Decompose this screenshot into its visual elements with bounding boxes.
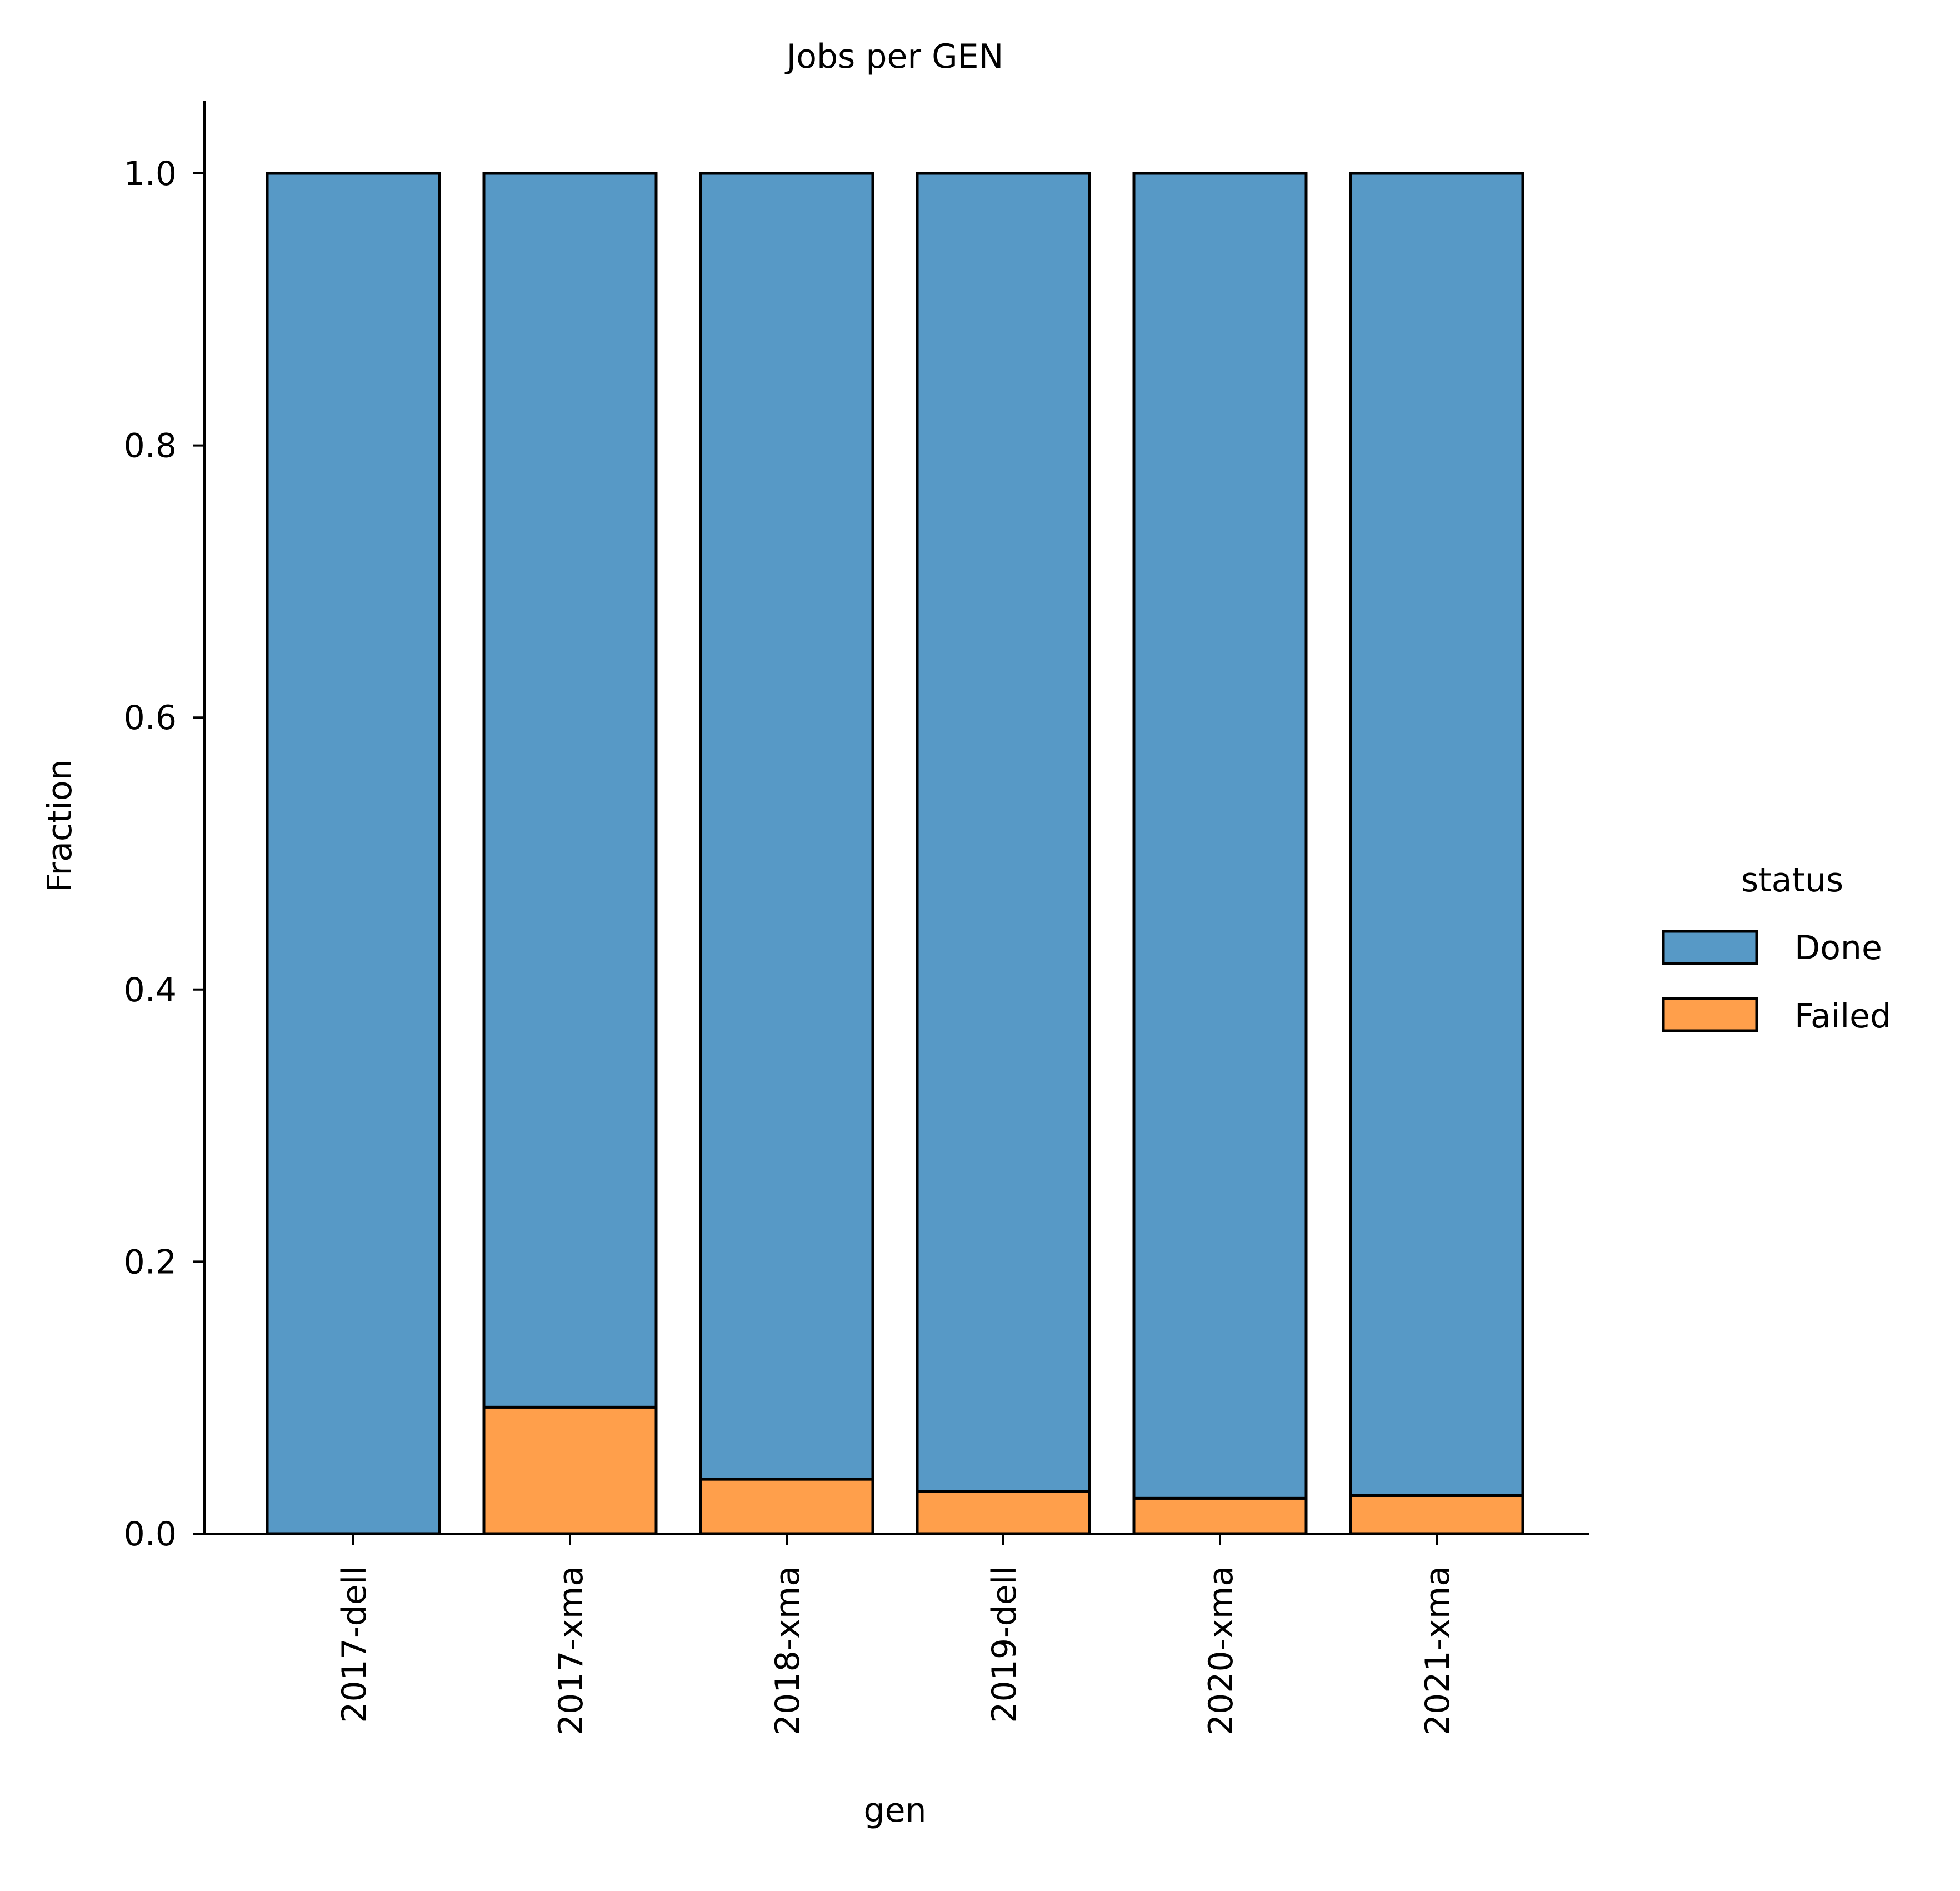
bar-done-2017-dell	[266, 172, 441, 1535]
legend-label-failed: Failed	[1794, 997, 1891, 1036]
y-tick-label: 0.4	[124, 971, 177, 1010]
x-tick-label: 2017-dell	[335, 1566, 374, 1723]
bar-failed-2018-xma	[699, 1478, 874, 1535]
x-tick-label: 2021-xma	[1418, 1566, 1457, 1735]
x-axis-label: gen	[863, 1791, 926, 1830]
bars-layer	[266, 172, 1524, 1535]
bar-failed-2020-xma	[1132, 1496, 1308, 1535]
legend-swatch-done	[1662, 930, 1758, 965]
y-axis: 0.0 0.2 0.4 0.6 0.8 1.0	[124, 154, 204, 1554]
legend-title: status	[1741, 861, 1843, 900]
x-tick-label: 2019-dell	[985, 1566, 1024, 1723]
x-tick-label: 2020-xma	[1202, 1566, 1241, 1735]
bar-failed-2019-dell	[916, 1490, 1091, 1535]
bar-done-2018-xma	[699, 172, 874, 1481]
bar-failed-2017-xma	[482, 1405, 658, 1535]
legend: status Done Failed	[1662, 861, 1891, 1036]
y-tick-label: 1.0	[124, 154, 177, 193]
chart-title: Jobs per GEN	[784, 37, 1004, 76]
bar-done-2020-xma	[1132, 172, 1308, 1500]
y-tick-label: 0.0	[124, 1515, 177, 1554]
bar-done-2017-xma	[482, 172, 658, 1409]
bar-failed-2021-xma	[1349, 1494, 1524, 1535]
x-tick-label: 2017-xma	[552, 1566, 591, 1735]
y-tick-label: 0.2	[124, 1243, 177, 1281]
bar-done-2019-dell	[916, 172, 1091, 1493]
y-tick-label: 0.6	[124, 698, 177, 737]
x-axis: 2017-dell 2017-xma 2018-xma 2019-dell 2020-x…	[335, 1534, 1457, 1735]
legend-label-done: Done	[1794, 929, 1882, 967]
y-axis-label: Fraction	[41, 759, 79, 892]
y-tick-label: 0.8	[124, 427, 177, 466]
legend-swatch-failed	[1662, 997, 1758, 1032]
x-tick-label: 2018-xma	[768, 1566, 807, 1735]
bar-done-2021-xma	[1349, 172, 1524, 1497]
